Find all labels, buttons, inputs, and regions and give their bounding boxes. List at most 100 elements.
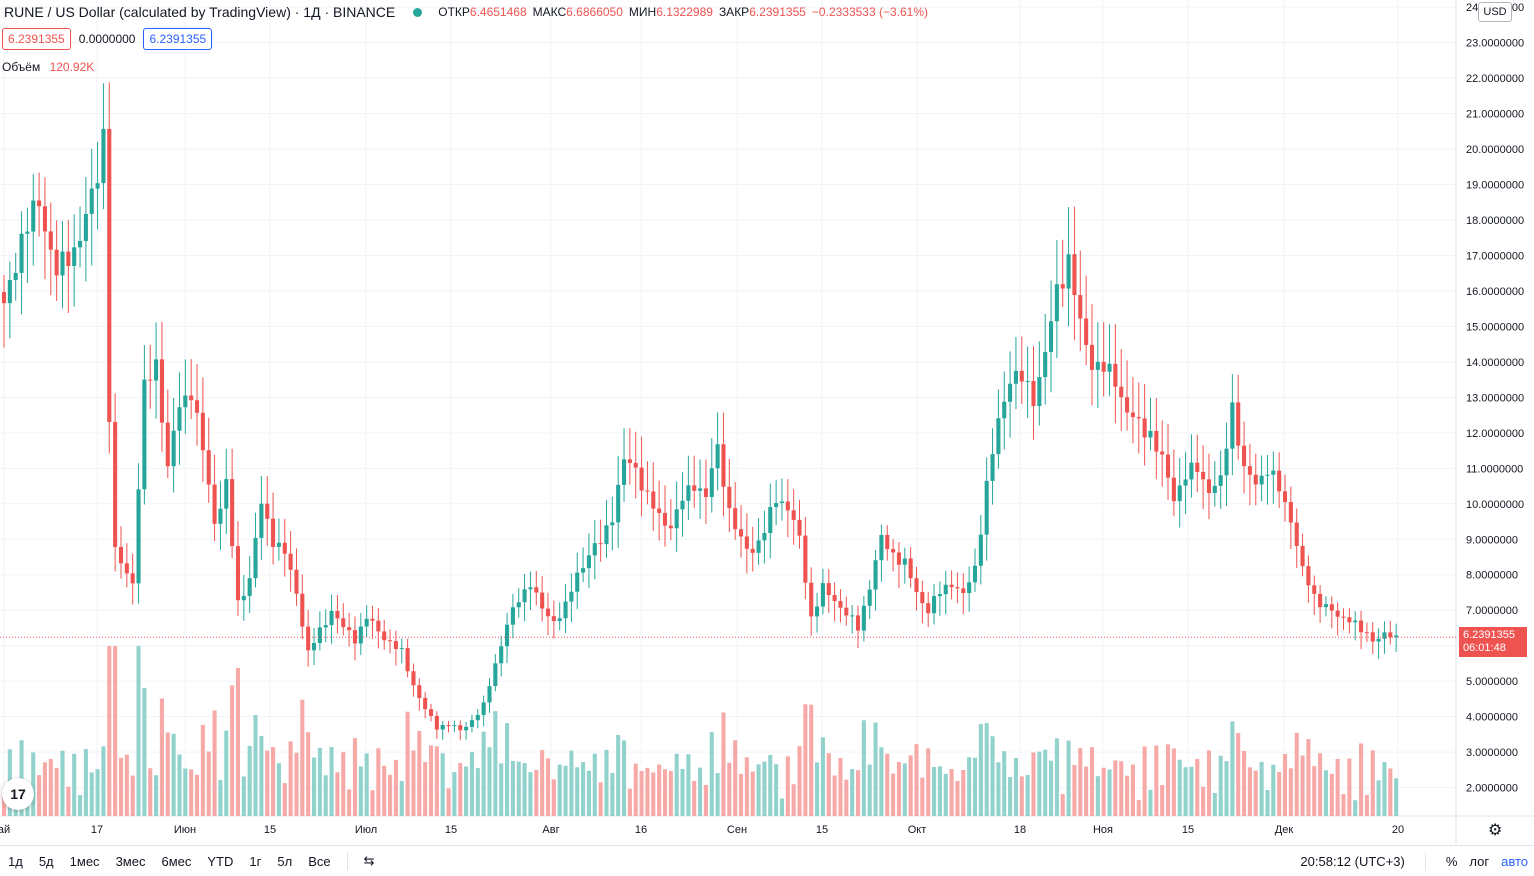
time-tick-label: 15 xyxy=(1182,824,1194,836)
candle-body xyxy=(885,534,890,550)
candle-body xyxy=(657,508,662,513)
percent-toggle[interactable]: % xyxy=(1445,854,1458,869)
volume-bar xyxy=(1224,761,1229,816)
candle-body xyxy=(984,480,989,535)
candle-body xyxy=(300,593,305,627)
volume-bar xyxy=(850,769,855,816)
candle-body xyxy=(949,584,954,588)
volume-bar xyxy=(48,758,53,816)
candle-body xyxy=(124,563,129,574)
candle-body xyxy=(627,459,632,463)
candle-body xyxy=(1376,638,1381,642)
volume-bar xyxy=(37,775,42,816)
volume-bar xyxy=(785,756,790,816)
candle-body xyxy=(1212,485,1217,493)
timeframe-1y[interactable]: 1г xyxy=(249,853,262,869)
candle-body xyxy=(1066,254,1071,289)
volume-bar xyxy=(428,745,434,816)
candle-body xyxy=(323,625,328,628)
timeframe-1d[interactable]: 1д xyxy=(8,853,23,869)
volume-bar xyxy=(826,753,831,816)
candle-body xyxy=(1002,401,1007,419)
timeframe-6m[interactable]: 6мес xyxy=(161,853,192,869)
candle-body xyxy=(1341,616,1346,618)
candle-body xyxy=(7,280,12,304)
candle-body xyxy=(674,509,679,529)
candle-body xyxy=(1359,620,1364,633)
candle-body xyxy=(774,503,779,508)
candle-body xyxy=(563,601,568,619)
candle-body xyxy=(347,627,352,631)
candle-body xyxy=(25,231,30,234)
candle-body xyxy=(1370,632,1375,642)
volume-bar xyxy=(1253,770,1258,816)
change-value: −0.2333533 (−3.61%) xyxy=(811,5,929,19)
timeframe-ytd[interactable]: YTD xyxy=(207,853,234,869)
price-tick-label: 14.0000000 xyxy=(1466,357,1524,369)
volume-bar xyxy=(1066,740,1071,816)
volume-bar xyxy=(200,724,205,816)
timeframe-5d[interactable]: 5д xyxy=(38,853,54,869)
symbol-title[interactable]: RUNE / US Dollar (calculated by TradingV… xyxy=(4,4,396,20)
candle-body xyxy=(440,725,445,730)
candle-body xyxy=(224,479,229,509)
candle-body xyxy=(1288,502,1293,523)
volume-bar xyxy=(31,752,36,816)
volume-bar xyxy=(294,752,299,816)
buy-price-box[interactable]: 6.2391355 xyxy=(143,28,213,50)
volume-bar xyxy=(809,704,814,816)
candle-body xyxy=(586,555,591,569)
timeframe-all[interactable]: Все xyxy=(308,853,331,869)
candle-body xyxy=(785,501,790,511)
candle-body xyxy=(1,292,7,304)
price-tick-label: 10.0000000 xyxy=(1466,499,1524,511)
candle-body xyxy=(259,503,264,538)
timeframe-5y[interactable]: 5л xyxy=(277,853,293,869)
chart-canvas[interactable]: 2.00000003.00000004.00000005.00000006.00… xyxy=(0,0,1534,845)
candle-body xyxy=(101,128,106,184)
candle-body xyxy=(545,608,551,617)
candle-body xyxy=(247,578,252,596)
price-tick-label: 3.0000000 xyxy=(1466,747,1518,759)
log-toggle[interactable]: лог xyxy=(1469,854,1490,869)
volume-bar xyxy=(171,733,176,816)
volume-bar xyxy=(932,767,937,816)
volume-bar xyxy=(1288,768,1293,816)
toolbar-divider xyxy=(346,852,348,870)
volume-bar xyxy=(42,762,47,816)
currency-button[interactable]: USD xyxy=(1478,2,1512,22)
volume-bar xyxy=(1364,794,1369,816)
volume-bar xyxy=(791,784,796,816)
volume-bar xyxy=(159,698,164,816)
candle-body xyxy=(926,603,931,614)
volume-bar xyxy=(1259,761,1264,816)
volume-bar xyxy=(142,688,147,816)
volume-bar xyxy=(528,772,533,816)
volume-label[interactable]: Объём xyxy=(2,60,41,74)
candle-body xyxy=(797,519,802,536)
volume-bar xyxy=(224,730,229,816)
bottom-right-controls: 20:58:12 (UTC+3) % лог авто xyxy=(1300,846,1528,876)
date-range-icon[interactable]: ⇆ xyxy=(363,853,375,868)
sell-price-box[interactable]: 6.2391355 xyxy=(2,28,71,50)
candle-body xyxy=(288,553,293,570)
timeframe-3m[interactable]: 3мес xyxy=(115,853,146,869)
auto-toggle[interactable]: авто xyxy=(1501,854,1528,869)
candle-body xyxy=(692,485,697,491)
volume-bar xyxy=(972,757,978,816)
tradingview-logo-icon[interactable]: 17 xyxy=(2,778,34,810)
gear-icon[interactable]: ⚙ xyxy=(1488,822,1503,839)
volume-bar xyxy=(616,734,621,816)
volume-bar xyxy=(581,762,586,816)
candle-body xyxy=(914,578,919,593)
clock[interactable]: 20:58:12 (UTC+3) xyxy=(1300,854,1405,869)
volume-bar xyxy=(1282,754,1288,816)
volume-bar xyxy=(130,775,135,816)
time-tick-label: 20 xyxy=(1392,824,1404,836)
candle-body xyxy=(1206,479,1212,493)
volume-bar xyxy=(493,711,498,816)
timeframe-1m[interactable]: 1мес xyxy=(69,853,100,869)
volume-bar xyxy=(1359,743,1364,816)
candle-body xyxy=(867,589,872,606)
candle-body xyxy=(838,601,843,608)
